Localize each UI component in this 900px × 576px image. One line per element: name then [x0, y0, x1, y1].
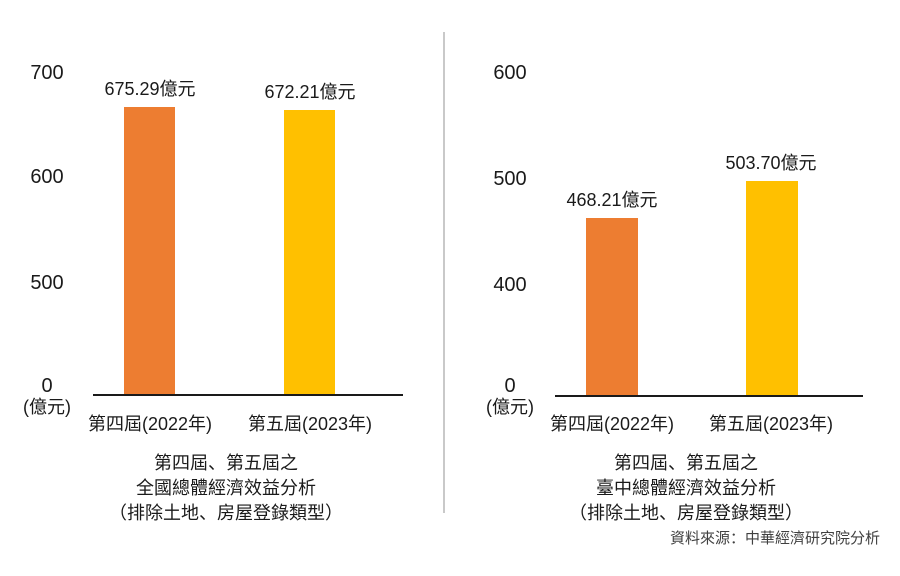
y-tick-label: 600: [493, 62, 527, 84]
bar-value-label: 675.29億元: [104, 79, 196, 99]
x-category-label: 第四屆(2022年): [87, 414, 213, 434]
chart-title-line: 全國總體經濟效益分析: [136, 478, 316, 498]
chart-title-line: 第四屆、第五屆之: [154, 453, 298, 473]
bar-value-label: 503.70億元: [725, 153, 817, 173]
x-category-label: 第四屆(2022年): [549, 414, 675, 434]
y-tick-label: 500: [30, 272, 64, 294]
chart-title-line: （排除土地、房屋登錄類型）: [109, 503, 343, 523]
y-tick-label: 600: [30, 166, 64, 188]
x-category-label: 第五屆(2023年): [247, 414, 373, 434]
chart-title-line: （排除土地、房屋登錄類型）: [569, 503, 803, 523]
bar-2022: [586, 218, 638, 395]
bar-value-label: 672.21億元: [264, 82, 356, 102]
y-tick-label: 0: [41, 375, 53, 397]
x-category-label: 第五屆(2023年): [708, 414, 834, 434]
data-source-note: 資料來源：中華經濟研究院分析: [669, 530, 880, 547]
chart-title-line: 第四屆、第五屆之: [614, 453, 758, 473]
chart-title-line: 臺中總體經濟效益分析: [596, 478, 776, 498]
y-tick-label: 700: [30, 62, 64, 84]
y-tick-label: 400: [493, 274, 527, 296]
x-axis-line: [93, 394, 403, 396]
y-tick-label: 0: [504, 375, 516, 397]
y-axis-unit-label: (億元): [23, 397, 71, 417]
y-axis-unit-label: (億元): [486, 397, 534, 417]
chart-title: 第四屆、第五屆之 臺中總體經濟效益分析 （排除土地、房屋登錄類型）: [516, 451, 856, 526]
vertical-divider: [443, 32, 445, 513]
bar-2023: [746, 181, 798, 395]
bar-value-label: 468.21億元: [566, 190, 658, 210]
bar-2022: [124, 107, 175, 394]
y-tick-label: 500: [493, 168, 527, 190]
x-axis-line: [555, 395, 863, 397]
bar-2023: [284, 110, 335, 394]
chart-title: 第四屆、第五屆之 全國總體經濟效益分析 （排除土地、房屋登錄類型）: [56, 451, 396, 526]
